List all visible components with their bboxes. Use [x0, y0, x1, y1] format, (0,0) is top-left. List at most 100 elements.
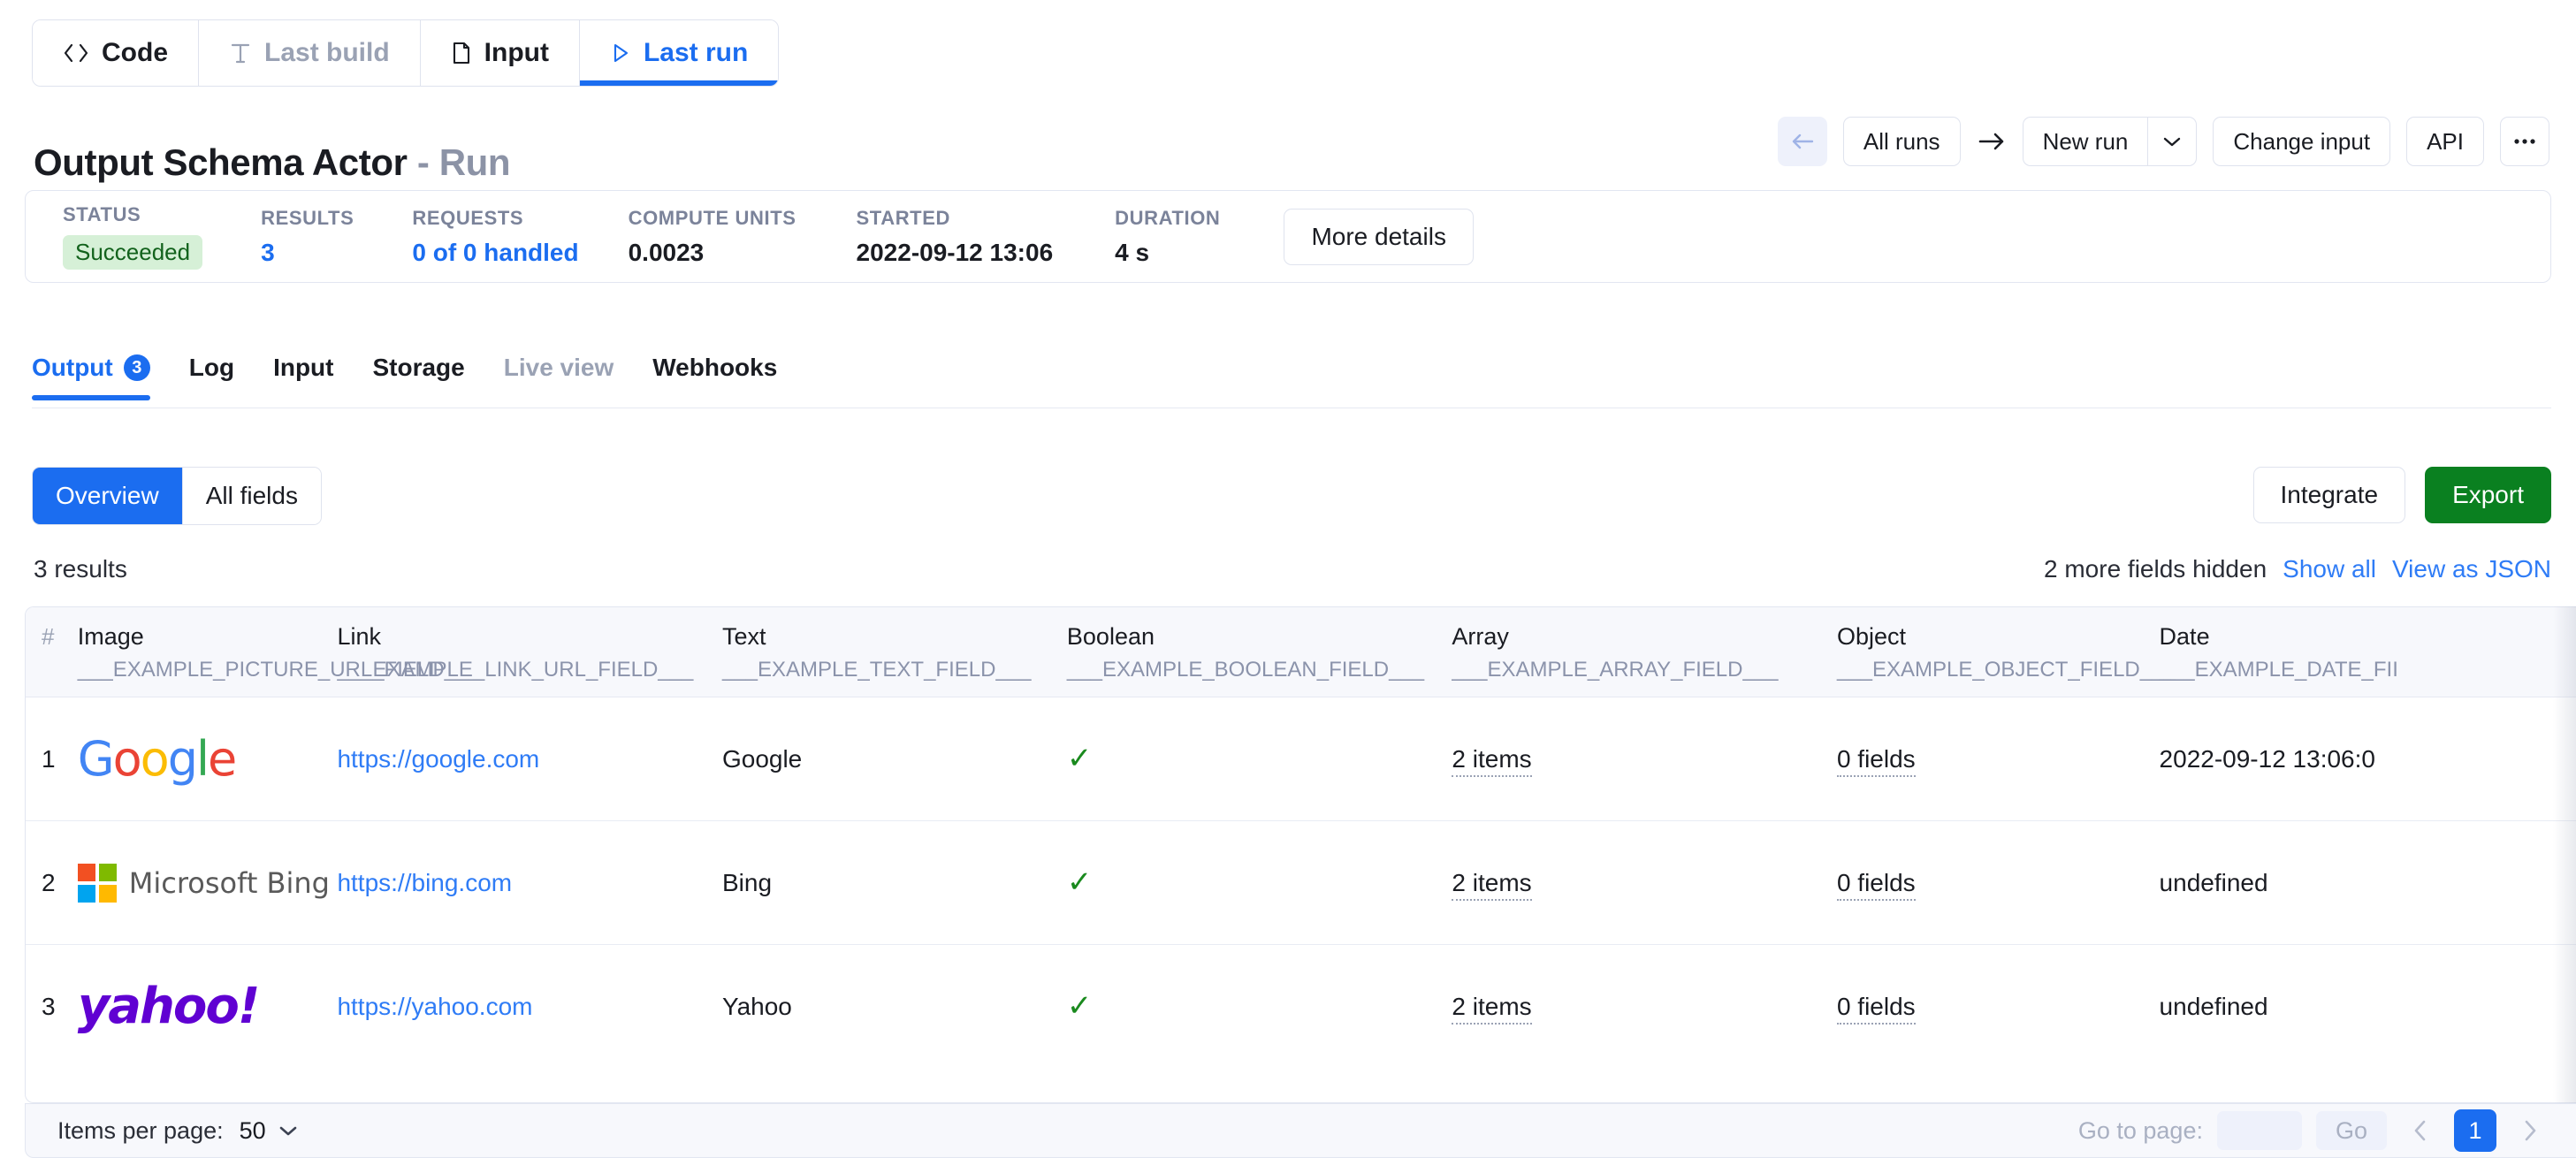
row-text: Google — [721, 697, 1067, 821]
new-run-button[interactable]: New run — [2022, 117, 2148, 166]
next-page-button[interactable] — [2511, 1111, 2549, 1150]
metric-status: STATUS Succeeded — [63, 203, 203, 270]
top-tab-input[interactable]: Input — [420, 20, 580, 86]
page-title-main: Output Schema Actor — [34, 141, 408, 183]
row-image: Google — [77, 697, 338, 821]
metric-started: STARTED 2022-09-12 13:06 — [857, 207, 1054, 267]
all-runs-button[interactable]: All runs — [1842, 117, 1961, 166]
row-link-anchor[interactable]: https://google.com — [337, 744, 540, 773]
view-all-fields-button[interactable]: All fields — [182, 468, 321, 524]
row-array-value[interactable]: 2 items — [1452, 992, 1532, 1025]
row-boolean: ✓ — [1067, 945, 1452, 1069]
metric-label: COMPUTE UNITS — [628, 206, 796, 229]
top-tab-code[interactable]: Code — [33, 20, 199, 86]
tab-live-view[interactable]: Live view — [484, 354, 634, 400]
metric-value: 0.0023 — [628, 238, 705, 266]
row-link: https://yahoo.com — [337, 945, 722, 1069]
top-tab-label: Code — [102, 38, 168, 67]
table-header-object[interactable]: Object ___EXAMPLE_OBJECT_FIELD___ — [1836, 607, 2176, 697]
row-array: 2 items — [1452, 820, 1837, 945]
row-object-value[interactable]: 0 fields — [1836, 868, 1916, 901]
items-per-page-label: Items per page: — [57, 1116, 224, 1144]
row-text: Bing — [721, 820, 1067, 945]
view-overview-button[interactable]: Overview — [33, 468, 183, 524]
status-badge-text: Succeeded — [63, 235, 203, 270]
table-header-image[interactable]: Image ___EXAMPLE_PICTURE_URL_FIELD___ — [77, 607, 480, 697]
pagination-bar: Items per page: 50 Go to page: Go 1 — [25, 1103, 2576, 1158]
more-details-button[interactable]: More details — [1284, 208, 1474, 265]
export-button[interactable]: Export — [2425, 467, 2551, 523]
results-count: 3 results — [34, 555, 127, 583]
api-label: API — [2427, 127, 2464, 155]
row-link: https://bing.com — [337, 820, 722, 945]
top-tab-last-run[interactable]: Last run — [579, 20, 779, 86]
bing-logo-text: Microsoft Bing — [128, 865, 330, 900]
goto-page-input[interactable] — [2216, 1111, 2302, 1150]
play-triangle-icon — [610, 42, 631, 65]
row-array: 2 items — [1452, 697, 1837, 821]
microsoft-squares-icon — [77, 863, 117, 903]
row-object-value[interactable]: 0 fields — [1836, 992, 1916, 1025]
tab-input[interactable]: Input — [254, 354, 353, 400]
check-icon: ✓ — [1066, 865, 1093, 899]
row-image: Microsoft Bing — [77, 820, 338, 945]
change-input-button[interactable]: Change input — [2213, 117, 2391, 166]
tab-storage[interactable]: Storage — [353, 354, 484, 400]
tab-label: Live view — [503, 354, 614, 381]
check-icon: ✓ — [1066, 989, 1093, 1024]
view-all-fields-label: All fields — [205, 482, 298, 509]
more-details-label: More details — [1311, 222, 1446, 250]
arrow-left-icon — [1790, 132, 1815, 151]
page-number-1[interactable]: 1 — [2454, 1109, 2496, 1152]
show-all-link[interactable]: Show all — [2283, 555, 2376, 583]
items-per-page-value: 50 — [239, 1116, 266, 1144]
results-table: # Image ___EXAMPLE_PICTURE_URL_FIELD___ … — [25, 606, 2576, 1103]
top-tab-label: Last build — [264, 38, 390, 67]
ellipsis-icon — [2511, 137, 2538, 146]
metric-label: STARTED — [856, 206, 950, 229]
header-actions: All runs New run Change input API — [1777, 117, 2549, 166]
row-boolean: ✓ — [1066, 697, 1452, 821]
check-icon: ✓ — [1066, 742, 1093, 775]
metric-value[interactable]: 0 of 0 handled — [412, 238, 579, 266]
tab-webhooks[interactable]: Webhooks — [633, 354, 796, 400]
table-header-link[interactable]: Link ___EXAMPLE_LINK_URL_FIELD___ — [337, 607, 722, 697]
code-brackets-icon — [63, 42, 89, 65]
table-header-boolean[interactable]: Boolean ___EXAMPLE_BOOLEAN_FIELD___ — [1066, 607, 1452, 697]
table-header-date[interactable]: Date ___EXAMPLE_DATE_FII — [2159, 607, 2576, 697]
go-button[interactable]: Go — [2315, 1111, 2387, 1150]
items-per-page: Items per page: 50 — [57, 1117, 298, 1145]
api-button[interactable]: API — [2406, 117, 2484, 166]
top-tabstrip: Code Last build Input Last run — [32, 19, 780, 87]
page-title: Output Schema Actor - Run — [34, 141, 511, 184]
more-options-button[interactable] — [2500, 117, 2549, 166]
status-badge: Succeeded — [63, 235, 203, 270]
row-link-anchor[interactable]: https://yahoo.com — [337, 992, 533, 1020]
tab-output[interactable]: Output 3 — [32, 354, 170, 400]
top-tab-last-build[interactable]: Last build — [199, 20, 421, 86]
metric-duration: DURATION 4 s — [1115, 207, 1220, 267]
integrate-button[interactable]: Integrate — [2252, 467, 2406, 523]
new-run-dropdown-button[interactable] — [2147, 117, 2198, 166]
export-actions: Integrate Export — [2252, 467, 2551, 523]
row-object: 0 fields — [1836, 697, 2160, 821]
chevron-down-icon — [2162, 135, 2182, 148]
table-header-text[interactable]: Text ___EXAMPLE_TEXT_FIELD___ — [721, 607, 1067, 697]
prev-page-button[interactable] — [2401, 1111, 2440, 1150]
metric-value: 4 s — [1115, 238, 1150, 266]
back-button[interactable] — [1777, 117, 1827, 166]
view-as-json-link[interactable]: View as JSON — [2392, 555, 2551, 583]
row-link-anchor[interactable]: https://bing.com — [337, 868, 513, 896]
items-per-page-select[interactable]: 50 — [240, 1117, 298, 1145]
metric-value[interactable]: 3 — [261, 238, 275, 266]
tab-log[interactable]: Log — [170, 354, 254, 400]
row-array-value[interactable]: 2 items — [1452, 868, 1532, 901]
row-object-value[interactable]: 0 fields — [1836, 744, 1916, 777]
tab-label: Output — [32, 354, 113, 381]
row-index: 3 — [42, 992, 56, 1020]
goto-page-label: Go to page: — [2077, 1116, 2203, 1144]
row-array-value[interactable]: 2 items — [1452, 744, 1532, 777]
table-header-array[interactable]: Array ___EXAMPLE_ARRAY_FIELD___ — [1452, 607, 1837, 697]
row-date: 2022-09-12 13:06:0 — [2159, 697, 2576, 821]
tab-label: Storage — [372, 354, 465, 381]
